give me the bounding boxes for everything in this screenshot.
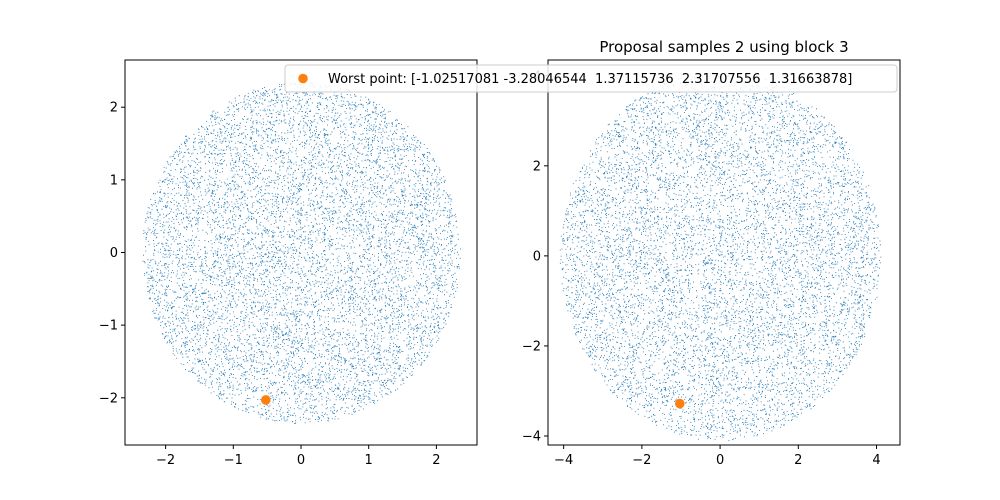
- legend: Worst point: [-1.02517081 -3.28046544 1.…: [284, 64, 898, 93]
- x-tick-label: −2: [156, 453, 175, 468]
- sample-points: [559, 72, 882, 441]
- x-tick-label: −2: [632, 453, 651, 468]
- y-tick-label: 0: [110, 246, 118, 261]
- left-axes-frame: [124, 59, 478, 446]
- y-tick-label: −4: [522, 429, 541, 444]
- x-tick-label: 0: [297, 453, 305, 468]
- x-tick-label: 0: [716, 453, 724, 468]
- sample-points: [142, 82, 461, 424]
- y-tick-label: −2: [522, 339, 541, 354]
- y-tick-label: −1: [99, 319, 118, 334]
- y-tick-label: 1: [110, 173, 118, 188]
- left-sample-cloud: [142, 82, 461, 424]
- worst-point-marker: [261, 395, 271, 405]
- x-tick-label: 2: [794, 453, 802, 468]
- x-tick-label: −4: [554, 453, 573, 468]
- left-highlight-layer: [261, 395, 271, 405]
- y-tick-label: −2: [99, 391, 118, 406]
- legend-marker: [298, 73, 308, 84]
- x-tick-label: −1: [224, 453, 243, 468]
- y-tick-label: 0: [533, 249, 541, 264]
- x-tick-label: 2: [432, 453, 440, 468]
- right-axes-frame: [547, 59, 901, 446]
- legend-box: [284, 64, 898, 93]
- right-sample-cloud: [559, 72, 882, 441]
- x-tick-label: 1: [365, 453, 373, 468]
- right-plot-title: Proposal samples 2 using block 3: [599, 38, 848, 56]
- x-tick-label: 4: [872, 453, 880, 468]
- left-plot-panel: −2 −1 0 1 2 −2 −1 0 1 2: [99, 59, 478, 468]
- left-axis-ticks: −2 −1 0 1 2 −2 −1 0 1 2: [99, 101, 441, 468]
- worst-point-marker: [675, 398, 685, 409]
- y-tick-label: 2: [533, 159, 541, 174]
- legend-label: Worst point: [-1.02517081 -3.28046544 1.…: [328, 72, 852, 87]
- right-highlight-layer: [675, 398, 685, 409]
- y-tick-label: 2: [110, 101, 118, 116]
